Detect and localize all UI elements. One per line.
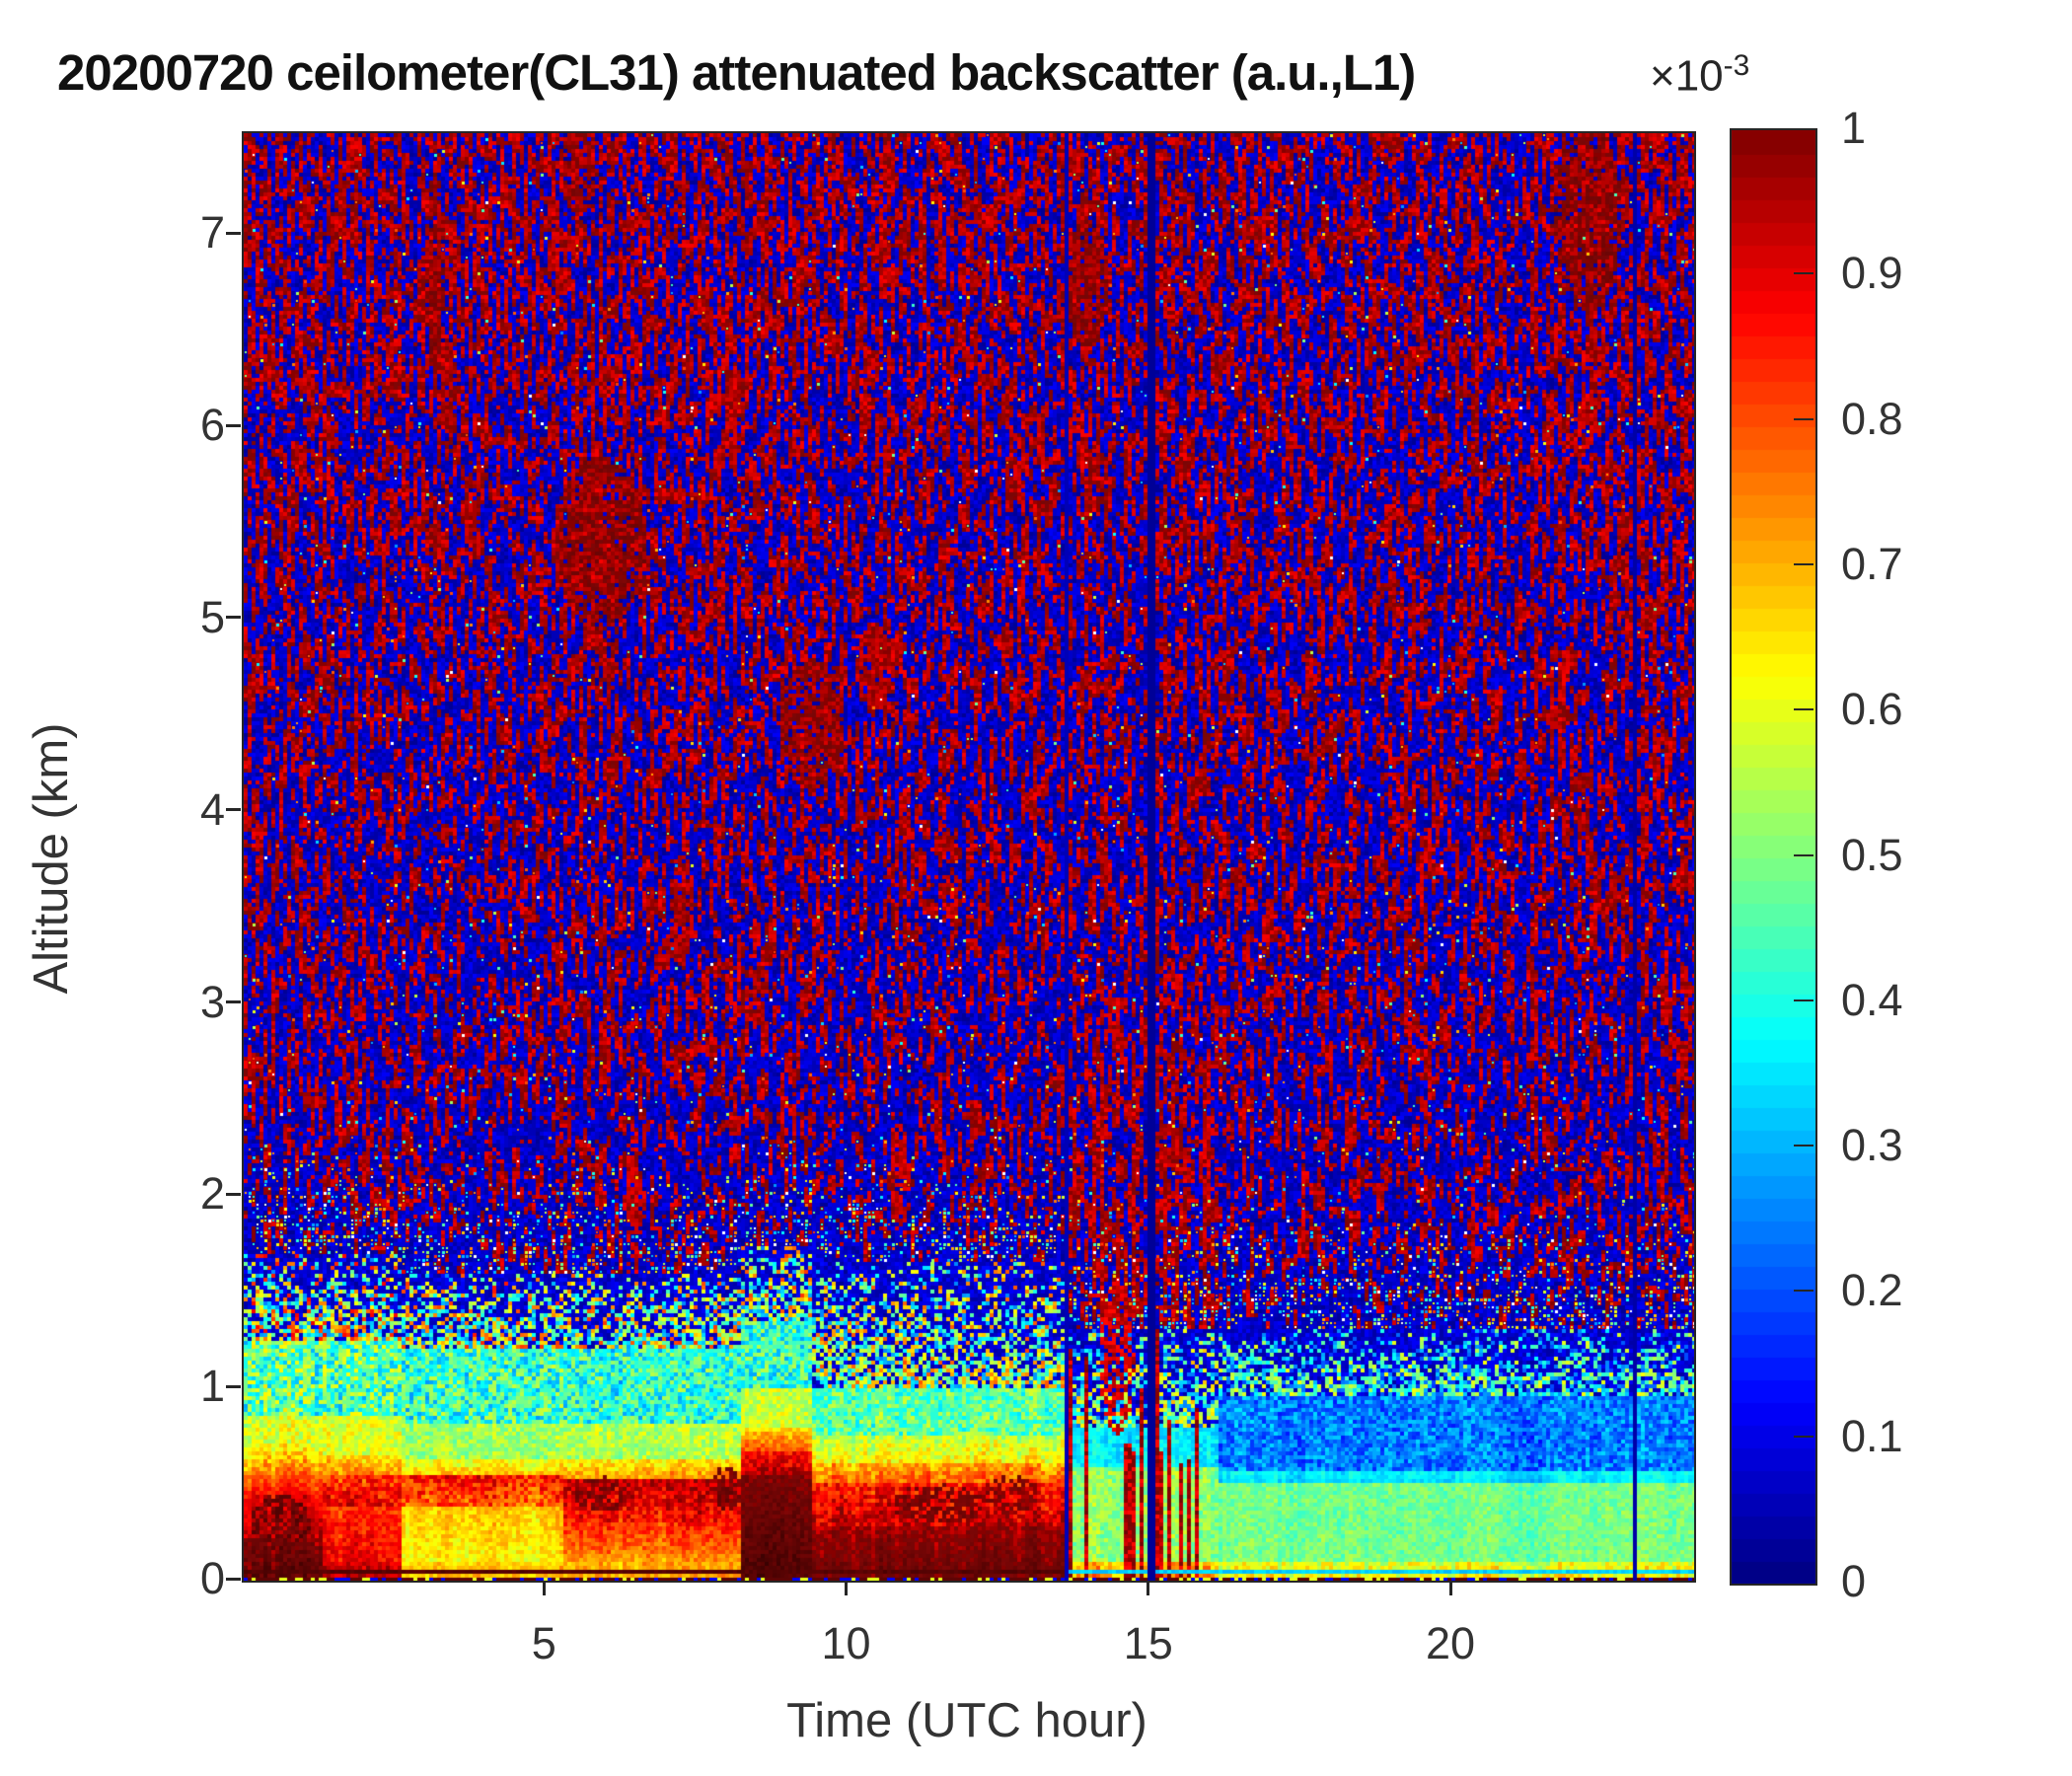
colorbar-tick-mark	[1794, 853, 1813, 856]
y-tick-mark	[226, 616, 241, 620]
colorbar-tick-label: 0.8	[1841, 393, 1903, 444]
x-tick-mark	[542, 1581, 546, 1595]
colorbar-exponent-power: -3	[1723, 49, 1750, 82]
x-tick-label: 15	[1123, 1618, 1173, 1668]
x-tick-label: 20	[1425, 1618, 1476, 1668]
colorbar-tick-label: 0.4	[1841, 974, 1903, 1025]
y-tick-label: 4	[199, 783, 225, 835]
colorbar-tick-label: 0.9	[1841, 248, 1903, 299]
colorbar-tick-mark	[1794, 1435, 1813, 1438]
x-tick-label: 5	[531, 1618, 556, 1668]
x-tick-mark	[1147, 1581, 1150, 1595]
y-axis-label: Altitude (km)	[25, 722, 78, 995]
y-tick-label: 2	[199, 1168, 225, 1220]
y-tick-mark	[226, 1384, 241, 1388]
colorbar-tick-label: 0	[1841, 1556, 1867, 1606]
colorbar-exponent-base: ×10	[1650, 51, 1724, 101]
colorbar-exponent-label: ×10-3	[1650, 49, 1749, 102]
y-tick-mark	[226, 423, 241, 427]
colorbar-tick-mark	[1794, 272, 1813, 275]
y-tick-label: 7	[199, 207, 225, 259]
y-tick-label: 5	[199, 591, 225, 642]
colorbar-tick-label: 0.5	[1841, 829, 1903, 880]
y-tick-mark	[226, 1000, 241, 1004]
y-tick-mark	[226, 231, 241, 235]
colorbar-tick-mark	[1794, 1290, 1813, 1293]
y-tick-mark	[226, 1192, 241, 1196]
y-tick-mark	[226, 808, 241, 812]
plot-title: 20200720 ceilometer(CL31) attenuated bac…	[57, 44, 1416, 101]
colorbar-tick-mark	[1794, 417, 1813, 420]
colorbar	[1730, 128, 1817, 1586]
colorbar-tick-label: 0.7	[1841, 538, 1903, 589]
x-tick-label: 10	[821, 1618, 871, 1668]
colorbar-tick-mark	[1794, 1145, 1813, 1147]
colorbar-tick-label: 0.1	[1841, 1410, 1903, 1461]
colorbar-gradient	[1732, 130, 1815, 1584]
y-tick-mark	[226, 1577, 241, 1581]
colorbar-tick-mark	[1794, 562, 1813, 565]
y-tick-label: 1	[199, 1361, 225, 1412]
backscatter-heatmap	[244, 133, 1694, 1581]
colorbar-tick-label: 0.3	[1841, 1120, 1903, 1171]
colorbar-tick-label: 0.2	[1841, 1265, 1903, 1316]
colorbar-tick-mark	[1794, 999, 1813, 1001]
colorbar-tick-label: 1	[1841, 103, 1867, 153]
x-tick-mark	[845, 1581, 848, 1595]
colorbar-tick-mark	[1794, 708, 1813, 711]
colorbar-tick-label: 0.6	[1841, 684, 1903, 735]
y-tick-label: 6	[199, 400, 225, 451]
y-tick-label: 3	[199, 976, 225, 1027]
y-tick-label: 0	[199, 1553, 225, 1603]
plot-area	[242, 131, 1696, 1583]
x-tick-mark	[1448, 1581, 1452, 1595]
x-axis-label: Time (UTC hour)	[786, 1694, 1147, 1747]
